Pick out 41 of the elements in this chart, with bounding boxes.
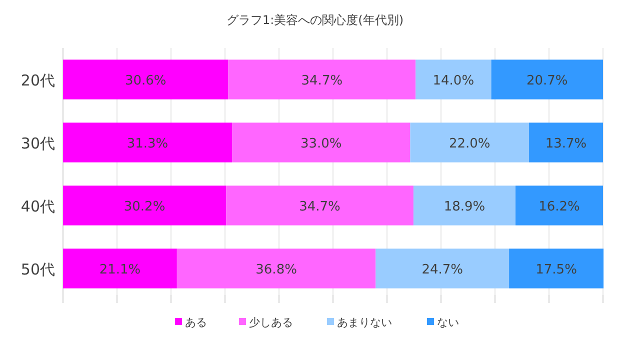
data-label: 20.7% (526, 74, 568, 88)
bar (63, 122, 232, 162)
bar (529, 122, 603, 162)
data-label: 36.8% (256, 262, 297, 278)
bar (63, 186, 226, 226)
data-label: 14.0% (432, 74, 474, 88)
bar (491, 60, 603, 100)
bar (63, 60, 228, 100)
data-label: 34.7% (301, 74, 343, 88)
bar (232, 122, 410, 162)
bar (516, 186, 603, 226)
legend-label: ある (185, 316, 207, 329)
legend-label: ない (437, 316, 459, 329)
bar (416, 60, 492, 100)
y-tick-label: 30代 (20, 134, 55, 152)
data-label: 16.2% (538, 200, 580, 214)
bar (413, 186, 516, 226)
chart-title: グラフ1:美容への関心度(年代別) (226, 13, 404, 27)
y-tick-label: 50代 (20, 260, 55, 278)
data-label: 30.6% (124, 74, 166, 88)
bar (176, 248, 376, 288)
bar (376, 248, 510, 288)
data-label: 17.5% (536, 262, 577, 278)
data-label: 34.7% (299, 200, 340, 214)
y-tick-label: 20代 (20, 72, 55, 90)
bar (228, 60, 416, 100)
y-tick-label: 40代 (20, 198, 55, 216)
legend-label: 少しある (249, 316, 293, 329)
data-label: 21.1% (99, 262, 141, 278)
data-label: 18.9% (444, 200, 486, 214)
bar (410, 122, 530, 162)
bar (509, 248, 604, 288)
data-label: 31.3% (126, 136, 168, 152)
bar (63, 248, 177, 288)
legend-label: あまりない (337, 316, 392, 329)
data-label: 24.7% (422, 262, 464, 278)
data-label: 33.0% (300, 136, 342, 152)
data-label: 13.7% (545, 136, 587, 152)
data-label: 30.2% (124, 200, 166, 214)
data-label: 22.0% (448, 136, 490, 152)
bar (226, 186, 414, 226)
